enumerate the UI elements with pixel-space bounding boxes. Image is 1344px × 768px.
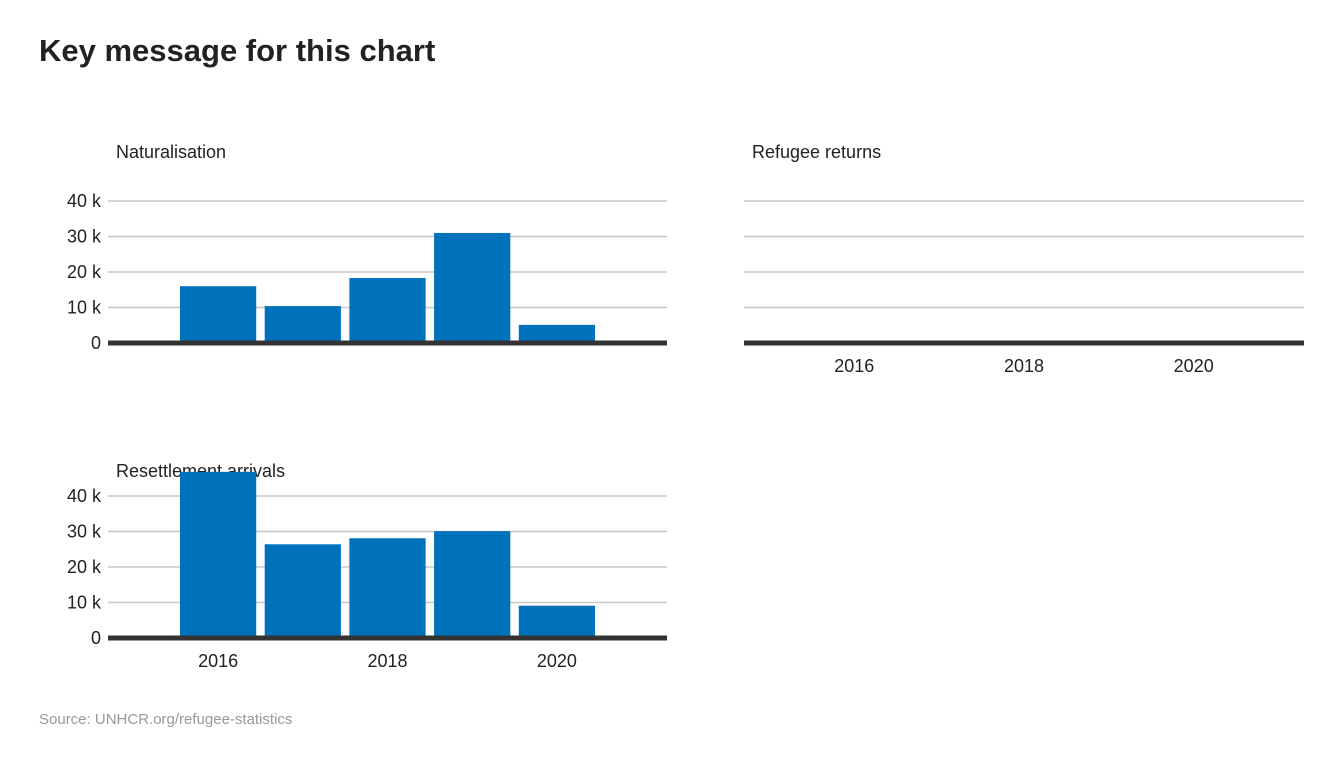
- y-tick-label: 30 k: [67, 521, 102, 541]
- page-title: Key message for this chart: [39, 33, 435, 68]
- bar: [349, 278, 426, 343]
- bar: [179, 286, 257, 343]
- y-tick-label: 40 k: [67, 191, 102, 211]
- bar: [518, 605, 596, 638]
- source: Source: UNHCR.org/refugee-statistics: [39, 711, 292, 728]
- y-tick-label: 10 k: [67, 297, 102, 317]
- bar: [264, 306, 341, 343]
- x-tick-label: 2016: [198, 651, 238, 671]
- panel-title: Refugee returns: [752, 142, 881, 162]
- y-tick-label: 30 k: [67, 226, 102, 246]
- bar: [179, 471, 257, 638]
- x-tick-label: 2018: [1004, 356, 1044, 376]
- y-tick-label: 40 k: [67, 486, 102, 506]
- y-tick-label: 20 k: [67, 262, 102, 282]
- bar: [349, 538, 426, 638]
- bar: [434, 531, 511, 638]
- y-tick-label: 20 k: [67, 557, 102, 577]
- panel-title: Naturalisation: [116, 142, 226, 162]
- x-tick-label: 2020: [1174, 356, 1214, 376]
- y-tick-label: 10 k: [67, 592, 102, 612]
- y-tick-label: 0: [91, 628, 101, 648]
- x-tick-label: 2018: [367, 651, 407, 671]
- bar: [518, 324, 596, 343]
- bar: [434, 232, 511, 343]
- x-tick-label: 2020: [537, 651, 577, 671]
- bar: [264, 544, 341, 638]
- y-tick-label: 0: [91, 333, 101, 353]
- x-tick-label: 2016: [834, 356, 874, 376]
